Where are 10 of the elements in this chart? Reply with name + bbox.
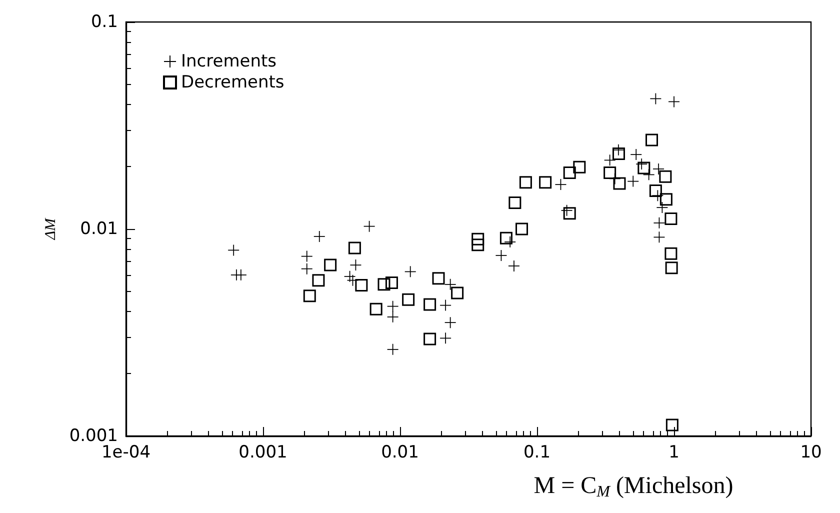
x-tick-label: 0.1 [523, 442, 551, 462]
legend-label: Increments [181, 52, 277, 72]
x-tick-label: 0.01 [381, 442, 419, 462]
y-axis-title: ΔM [42, 216, 59, 241]
x-tick-label: 10 [800, 442, 822, 462]
x-tick-label: 1 [668, 442, 680, 462]
x-tick-label: 0.001 [238, 442, 288, 462]
y-tick-label: 0.01 [80, 219, 118, 239]
legend-label: Decrements [181, 72, 284, 92]
y-tick-label: 0.1 [90, 12, 118, 32]
